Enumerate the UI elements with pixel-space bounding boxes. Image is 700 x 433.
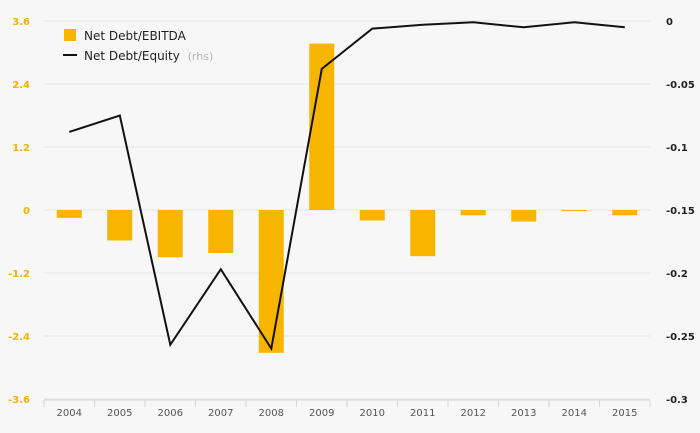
left-tick-label: -3.6 — [8, 395, 30, 406]
left-tick-label: 0 — [23, 206, 30, 217]
bar-2007 — [208, 210, 234, 254]
left-tick-label: -1.2 — [8, 269, 30, 280]
legend-label-net-debt-equity-name: Net Debt/Equity — [84, 49, 180, 63]
bar-2011 — [410, 210, 436, 257]
right-tick-label: 0 — [666, 17, 673, 28]
right-tick-label: -0.2 — [666, 269, 688, 280]
right-tick-label: -0.25 — [666, 332, 695, 343]
line-series — [68, 21, 625, 352]
bar-series — [56, 43, 638, 353]
line-net-debt-equity — [68, 21, 625, 352]
left-tick-label: 3.6 — [12, 17, 30, 28]
bar-2006 — [157, 210, 183, 258]
x-tick-label-2005: 2005 — [107, 408, 132, 419]
legend-label-net-debt-equity: Net Debt/Equity (rhs) — [84, 49, 213, 63]
x-tick-label-2010: 2010 — [360, 408, 385, 419]
x-tick-label-2004: 2004 — [57, 408, 82, 419]
x-tick-label-2012: 2012 — [461, 408, 486, 419]
right-tick-label: -0.3 — [666, 395, 688, 406]
x-axis: 2004 2005 2006 2007 2008 2009 2010 2011 2012 2013… — [43, 399, 651, 419]
right-tick-label: -0.15 — [666, 206, 695, 217]
bar-2013 — [511, 210, 537, 222]
x-tick-label-2015: 2015 — [612, 408, 637, 419]
x-tick-label-2007: 2007 — [208, 408, 233, 419]
x-tick-label-2014: 2014 — [562, 408, 587, 419]
right-axis-ticks: 0 -0.05 -0.1 -0.15 -0.2 -0.25 -0.3 — [666, 17, 695, 406]
legend-label-net-debt-ebitda: Net Debt/EBITDA — [84, 29, 187, 43]
gridlines — [44, 20, 650, 400]
left-tick-label: 1.2 — [12, 143, 30, 154]
bar-2004 — [56, 210, 82, 218]
x-tick-label-2011: 2011 — [410, 408, 435, 419]
x-tick-label-2013: 2013 — [511, 408, 536, 419]
x-tick-label-2009: 2009 — [309, 408, 334, 419]
bar-2010 — [359, 210, 385, 221]
left-tick-label: -2.4 — [8, 332, 30, 343]
bar-2012 — [460, 210, 486, 216]
left-tick-label: 2.4 — [12, 80, 30, 91]
x-tick-label-2008: 2008 — [259, 408, 284, 419]
left-axis-ticks: 3.6 2.4 1.2 0 -1.2 -2.4 -3.6 — [8, 17, 30, 406]
bar-2014 — [561, 210, 587, 212]
bar-2008 — [258, 210, 284, 353]
legend-swatch-net-debt-ebitda — [64, 29, 76, 41]
bar-2015 — [612, 210, 638, 216]
legend: Net Debt/EBITDA Net Debt/Equity (rhs) — [63, 29, 213, 63]
x-tick-label-2006: 2006 — [158, 408, 183, 419]
right-tick-label: -0.1 — [666, 143, 688, 154]
bar-2005 — [107, 210, 133, 241]
legend-label-rhs-hint: (rhs) — [188, 50, 214, 63]
right-tick-label: -0.05 — [666, 80, 695, 91]
